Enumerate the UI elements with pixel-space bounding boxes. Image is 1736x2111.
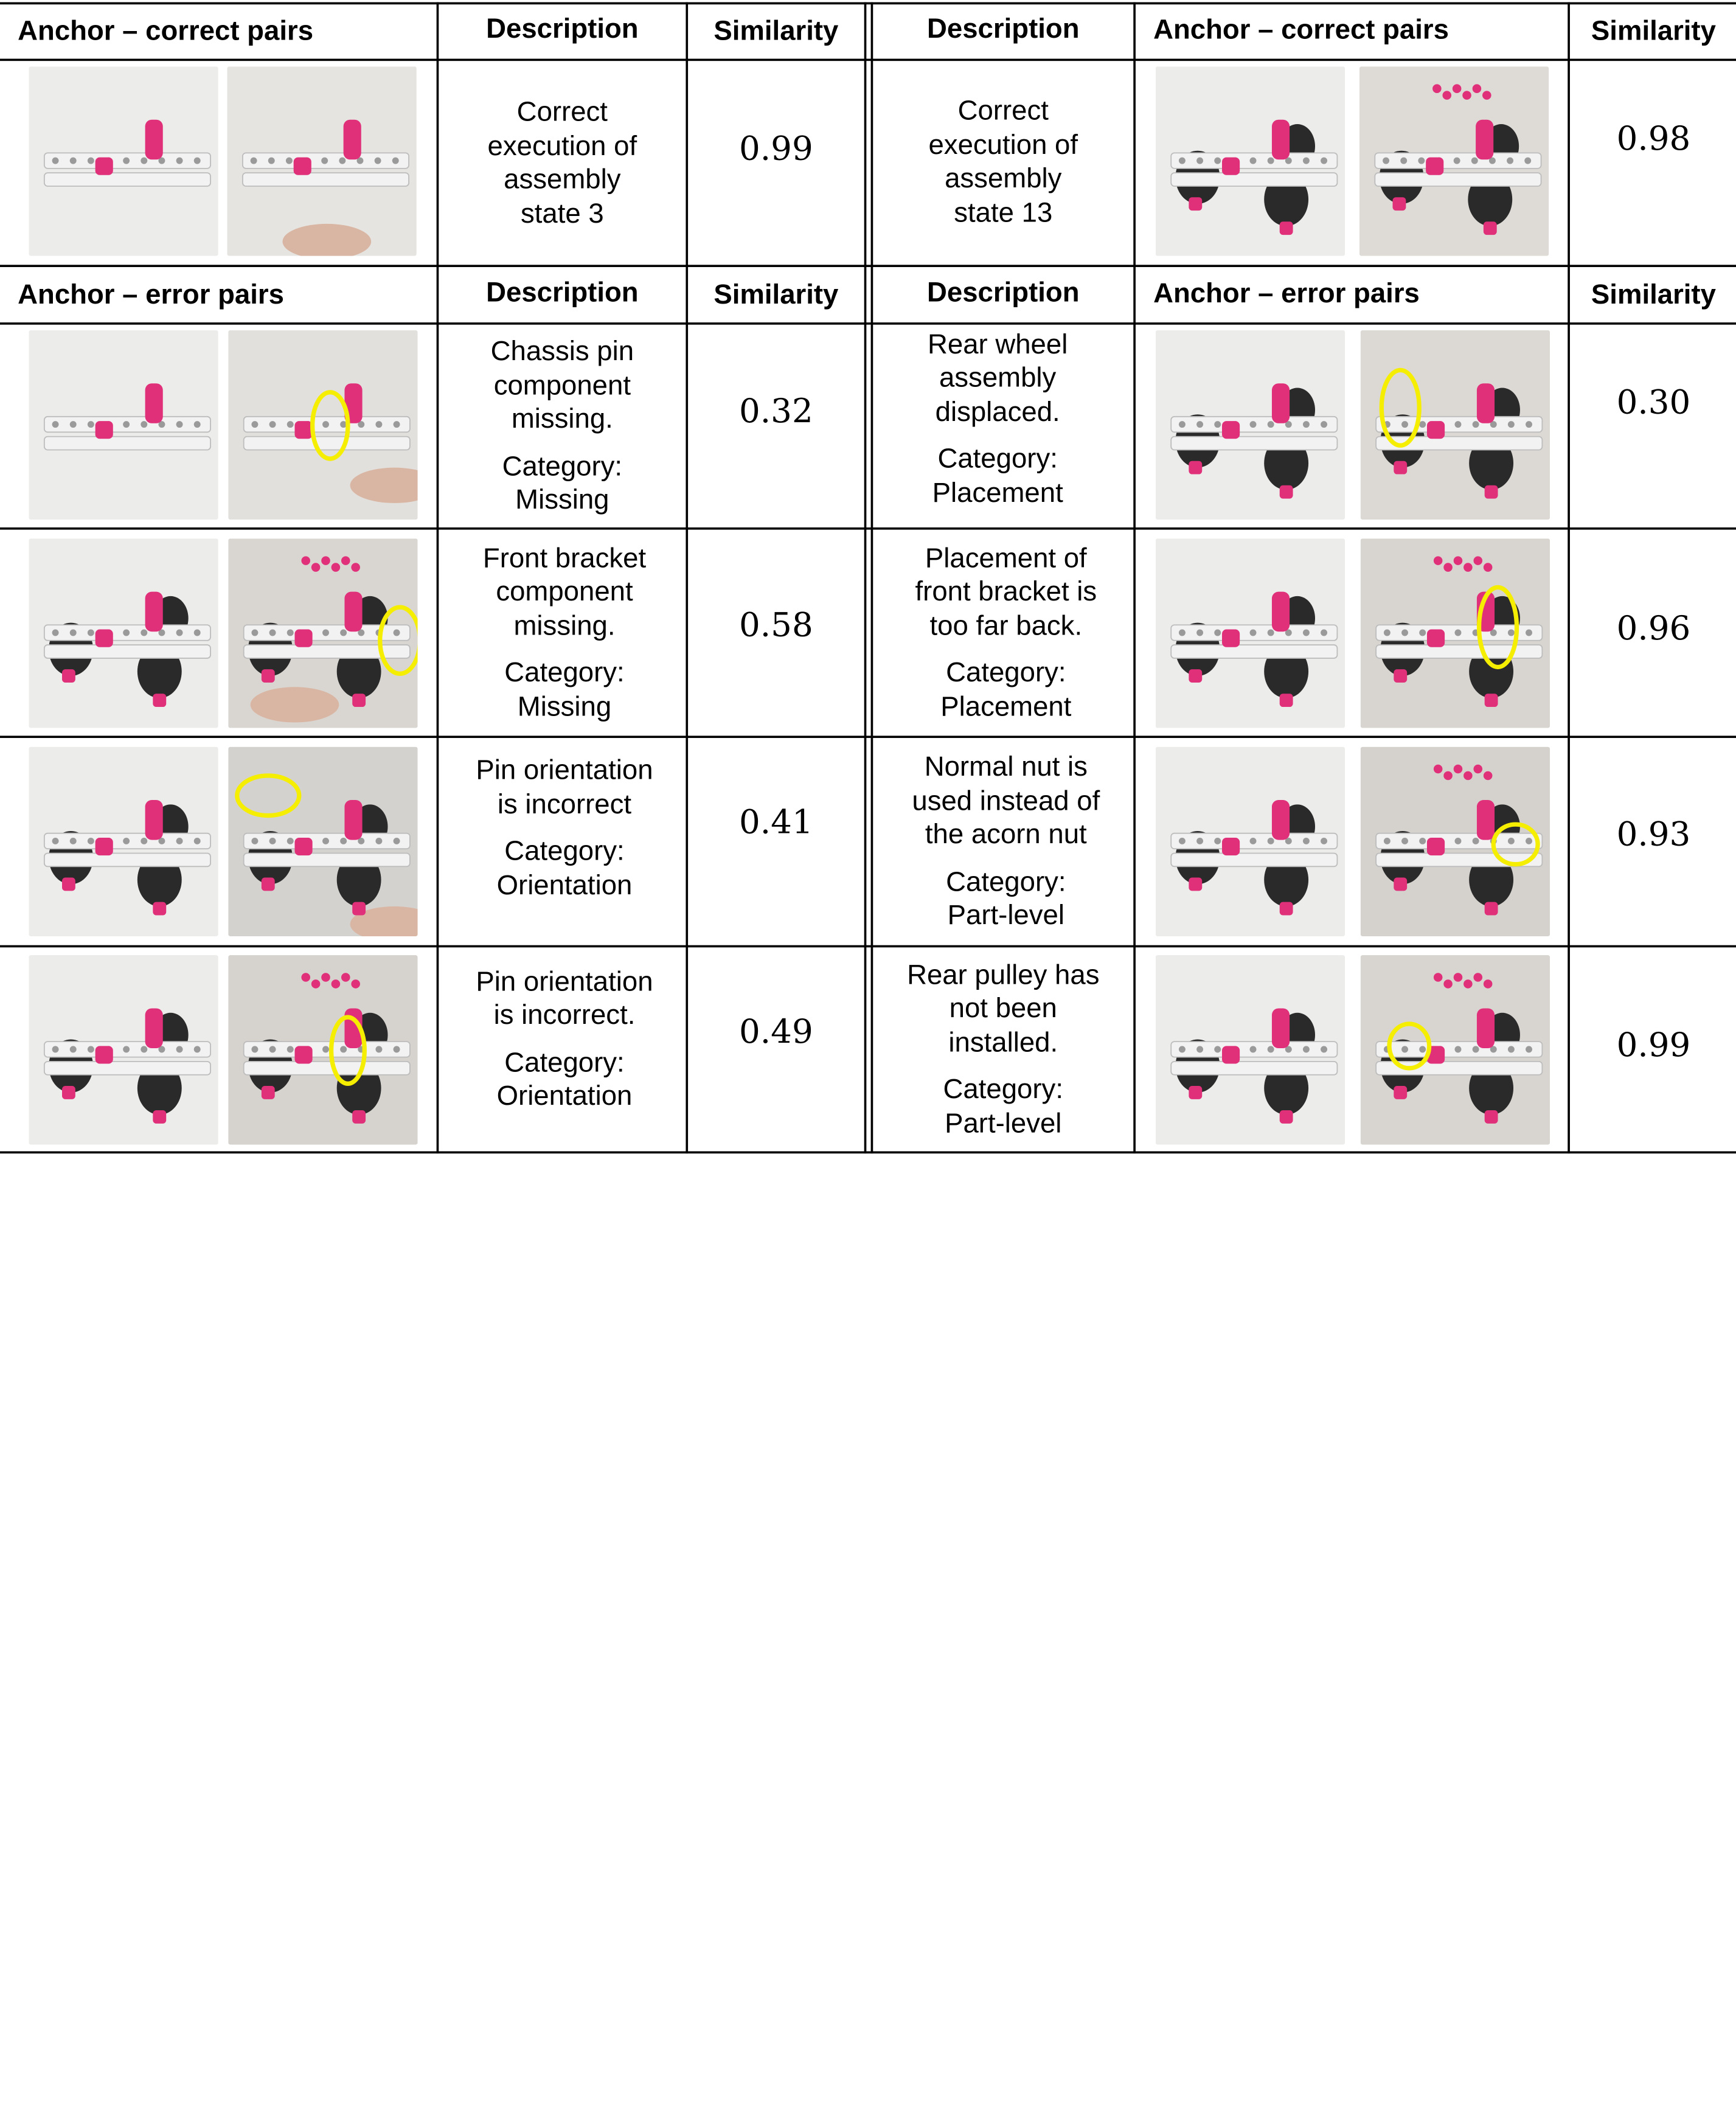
description-text: Pin orientation is incorrect. xyxy=(476,965,653,1031)
assembly-photo xyxy=(228,746,418,937)
category-text: Category: Orientation xyxy=(496,1046,633,1111)
rule xyxy=(0,945,1736,947)
assembly-photo xyxy=(1155,746,1345,937)
description-cell: Chassis pin component missing. Category:… xyxy=(439,325,686,527)
category-text: Category: Placement xyxy=(940,657,1072,723)
assembly-photo xyxy=(1359,66,1549,256)
assembly-photo xyxy=(1155,538,1345,728)
description-text: Chassis pin component missing. xyxy=(490,336,634,435)
assembly-photo xyxy=(227,66,417,256)
assembly-photo xyxy=(29,66,218,256)
header-anchor-error: Anchor – error pairs xyxy=(18,279,284,310)
description-text: Rear wheel assembly displaced. xyxy=(927,329,1068,428)
similarity-value: 0.49 xyxy=(739,1012,813,1051)
assembly-photo xyxy=(29,330,218,520)
description-text: Correct execution of assembly state 3 xyxy=(487,96,637,229)
similarity-value: 0.99 xyxy=(739,129,813,168)
assembly-photo xyxy=(29,538,218,728)
assembly-photo xyxy=(29,746,218,937)
description-cell: Rear wheel assembly displaced. Category:… xyxy=(873,325,1122,513)
similarity-value: 0.99 xyxy=(1616,1025,1691,1065)
description-cell: Correct execution of assembly state 3 xyxy=(439,61,686,265)
assembly-photo xyxy=(1360,330,1550,520)
rule xyxy=(0,58,1736,61)
description-cell: Correct execution of assembly state 13 xyxy=(873,61,1133,262)
assembly-photo xyxy=(1360,955,1550,1145)
description-text: Normal nut is used instead of the acorn … xyxy=(912,751,1100,850)
header-description: Description xyxy=(486,276,639,308)
assembly-photo xyxy=(228,330,418,520)
description-cell: Rear pulley has not been installed. Cate… xyxy=(873,947,1133,1151)
similarity-value: 0.98 xyxy=(1616,119,1691,158)
header-anchor-correct: Anchor – correct pairs xyxy=(18,15,314,47)
assembly-photo xyxy=(1360,538,1550,728)
similarity-value: 0.30 xyxy=(1616,383,1691,422)
header-anchor-correct: Anchor – correct pairs xyxy=(1153,14,1449,46)
rule xyxy=(1568,2,1570,1154)
rule xyxy=(436,2,439,1154)
description-cell: Pin orientation is incorrect Category: O… xyxy=(439,738,690,917)
category-text: Category: Orientation xyxy=(496,835,633,900)
category-text: Category: Placement xyxy=(932,443,1063,509)
rule xyxy=(0,265,1736,267)
header-similarity: Similarity xyxy=(1591,279,1716,310)
header-description: Description xyxy=(927,276,1080,308)
description-text: Front bracket component missing. xyxy=(482,543,647,642)
rule xyxy=(870,2,873,1154)
rule-bottom xyxy=(0,1151,1736,1154)
description-cell: Front bracket component missing. Categor… xyxy=(439,530,690,736)
header-description: Description xyxy=(927,13,1080,44)
description-cell: Pin orientation is incorrect. Category: … xyxy=(439,947,690,1130)
header-similarity: Similarity xyxy=(713,15,839,47)
assembly-photo xyxy=(1360,746,1550,937)
description-text: Correct execution of assembly state 13 xyxy=(928,95,1078,228)
rule xyxy=(1133,2,1136,1154)
header-description: Description xyxy=(486,13,639,44)
assembly-photo xyxy=(228,955,418,1145)
rule xyxy=(864,2,866,1154)
rule-top xyxy=(0,2,1736,5)
category-text: Category: Missing xyxy=(502,450,623,516)
header-anchor-error: Anchor – error pairs xyxy=(1153,277,1420,309)
similarity-value: 0.32 xyxy=(739,392,813,431)
similarity-value: 0.41 xyxy=(739,802,813,842)
rule xyxy=(0,527,1736,529)
assembly-photo xyxy=(1155,955,1345,1145)
header-similarity: Similarity xyxy=(1591,15,1716,47)
rule xyxy=(686,2,688,1154)
assembly-photo xyxy=(1155,330,1345,520)
description-text: Rear pulley has not been installed. xyxy=(907,959,1100,1058)
rule xyxy=(0,736,1736,738)
header-similarity: Similarity xyxy=(713,279,839,310)
assembly-photo xyxy=(29,955,218,1145)
description-text: Pin orientation is incorrect xyxy=(476,754,653,819)
assembly-photo xyxy=(228,538,418,728)
description-cell: Normal nut is used instead of the acorn … xyxy=(873,738,1139,945)
description-text: Placement of front bracket is too far ba… xyxy=(915,543,1097,642)
similarity-value: 0.93 xyxy=(1616,815,1691,854)
category-text: Category: Part-level xyxy=(943,1074,1063,1139)
assembly-photo xyxy=(1155,66,1345,256)
similarity-value: 0.96 xyxy=(1616,608,1691,648)
category-text: Category: Part-level xyxy=(946,866,1066,931)
description-cell: Placement of front bracket is too far ba… xyxy=(873,530,1139,736)
category-text: Category: Missing xyxy=(504,657,625,723)
rule xyxy=(0,322,1736,324)
similarity-value: 0.58 xyxy=(739,605,813,645)
